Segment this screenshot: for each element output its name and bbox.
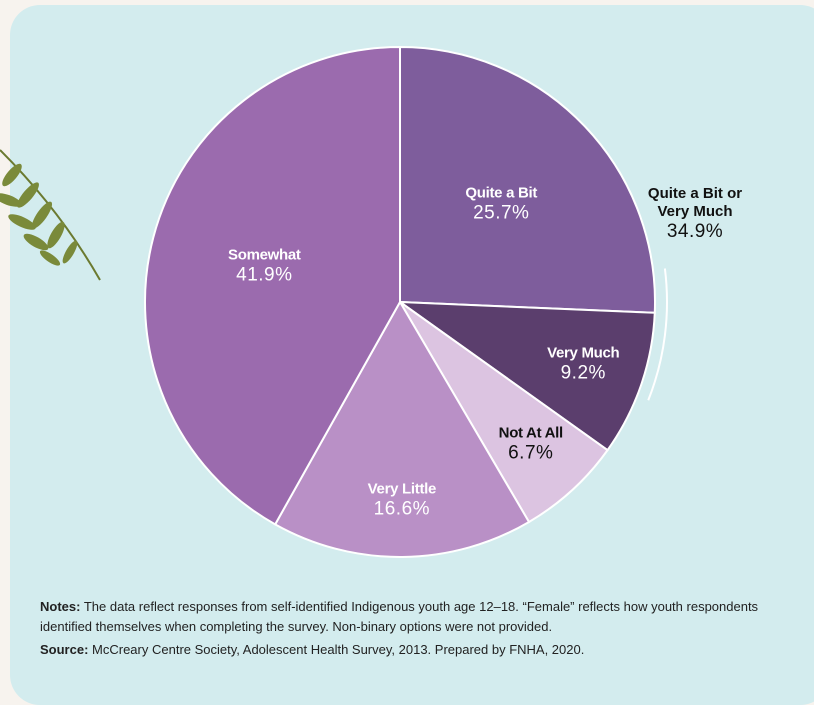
pie-slice xyxy=(399,45,656,314)
fern xyxy=(0,149,101,281)
notes-label: Notes: xyxy=(40,599,81,614)
slice-label: Very Little 16.6% xyxy=(367,480,437,521)
pie-slice xyxy=(396,300,656,452)
page: Quite a Bit 25.7% Very Much 9.2% Not At All 6… xyxy=(0,5,814,705)
annotation: Quite a Bit or Very Much 34.9% xyxy=(640,185,750,244)
pie-slice xyxy=(399,301,609,524)
annotation-value: 34.9% xyxy=(666,221,724,242)
slice-value: 41.9% xyxy=(236,264,293,286)
slice-value: 16.6% xyxy=(373,498,431,520)
slice-label: Somewhat 41.9% xyxy=(228,246,301,287)
slice-name: Very Much xyxy=(547,344,620,362)
chart xyxy=(0,45,668,558)
slice-value: 25.7% xyxy=(473,202,530,224)
source-label: Source: xyxy=(40,642,89,657)
slice-name: Quite a Bit xyxy=(465,184,538,202)
notes: Notes: The data reflect responses from s… xyxy=(40,597,780,636)
footer: Notes: The data reflect responses from s… xyxy=(40,597,780,664)
slice-label: Quite a Bit 25.7% xyxy=(465,185,537,226)
annotation-arc xyxy=(647,268,668,401)
slice-label: Very Much 9.2% xyxy=(547,344,620,386)
pie-slice xyxy=(273,299,531,558)
source: Source: McCreary Centre Society, Adolesc… xyxy=(40,640,780,660)
slice-value: 9.2% xyxy=(560,362,606,384)
source-text: McCreary Centre Society, Adolescent Heal… xyxy=(92,642,585,657)
notes-text: The data reflect responses from self-ide… xyxy=(40,599,759,634)
pie-slice xyxy=(144,45,401,526)
annotation-text: Quite a Bit or Very Much xyxy=(647,185,743,220)
slice-name: Not At All xyxy=(498,424,564,442)
slice-label: Not At All 6.7% xyxy=(498,424,564,466)
slice-name: Very Little xyxy=(367,480,437,498)
slice-value: 6.7% xyxy=(508,442,554,464)
slice-name: Somewhat xyxy=(228,246,301,264)
